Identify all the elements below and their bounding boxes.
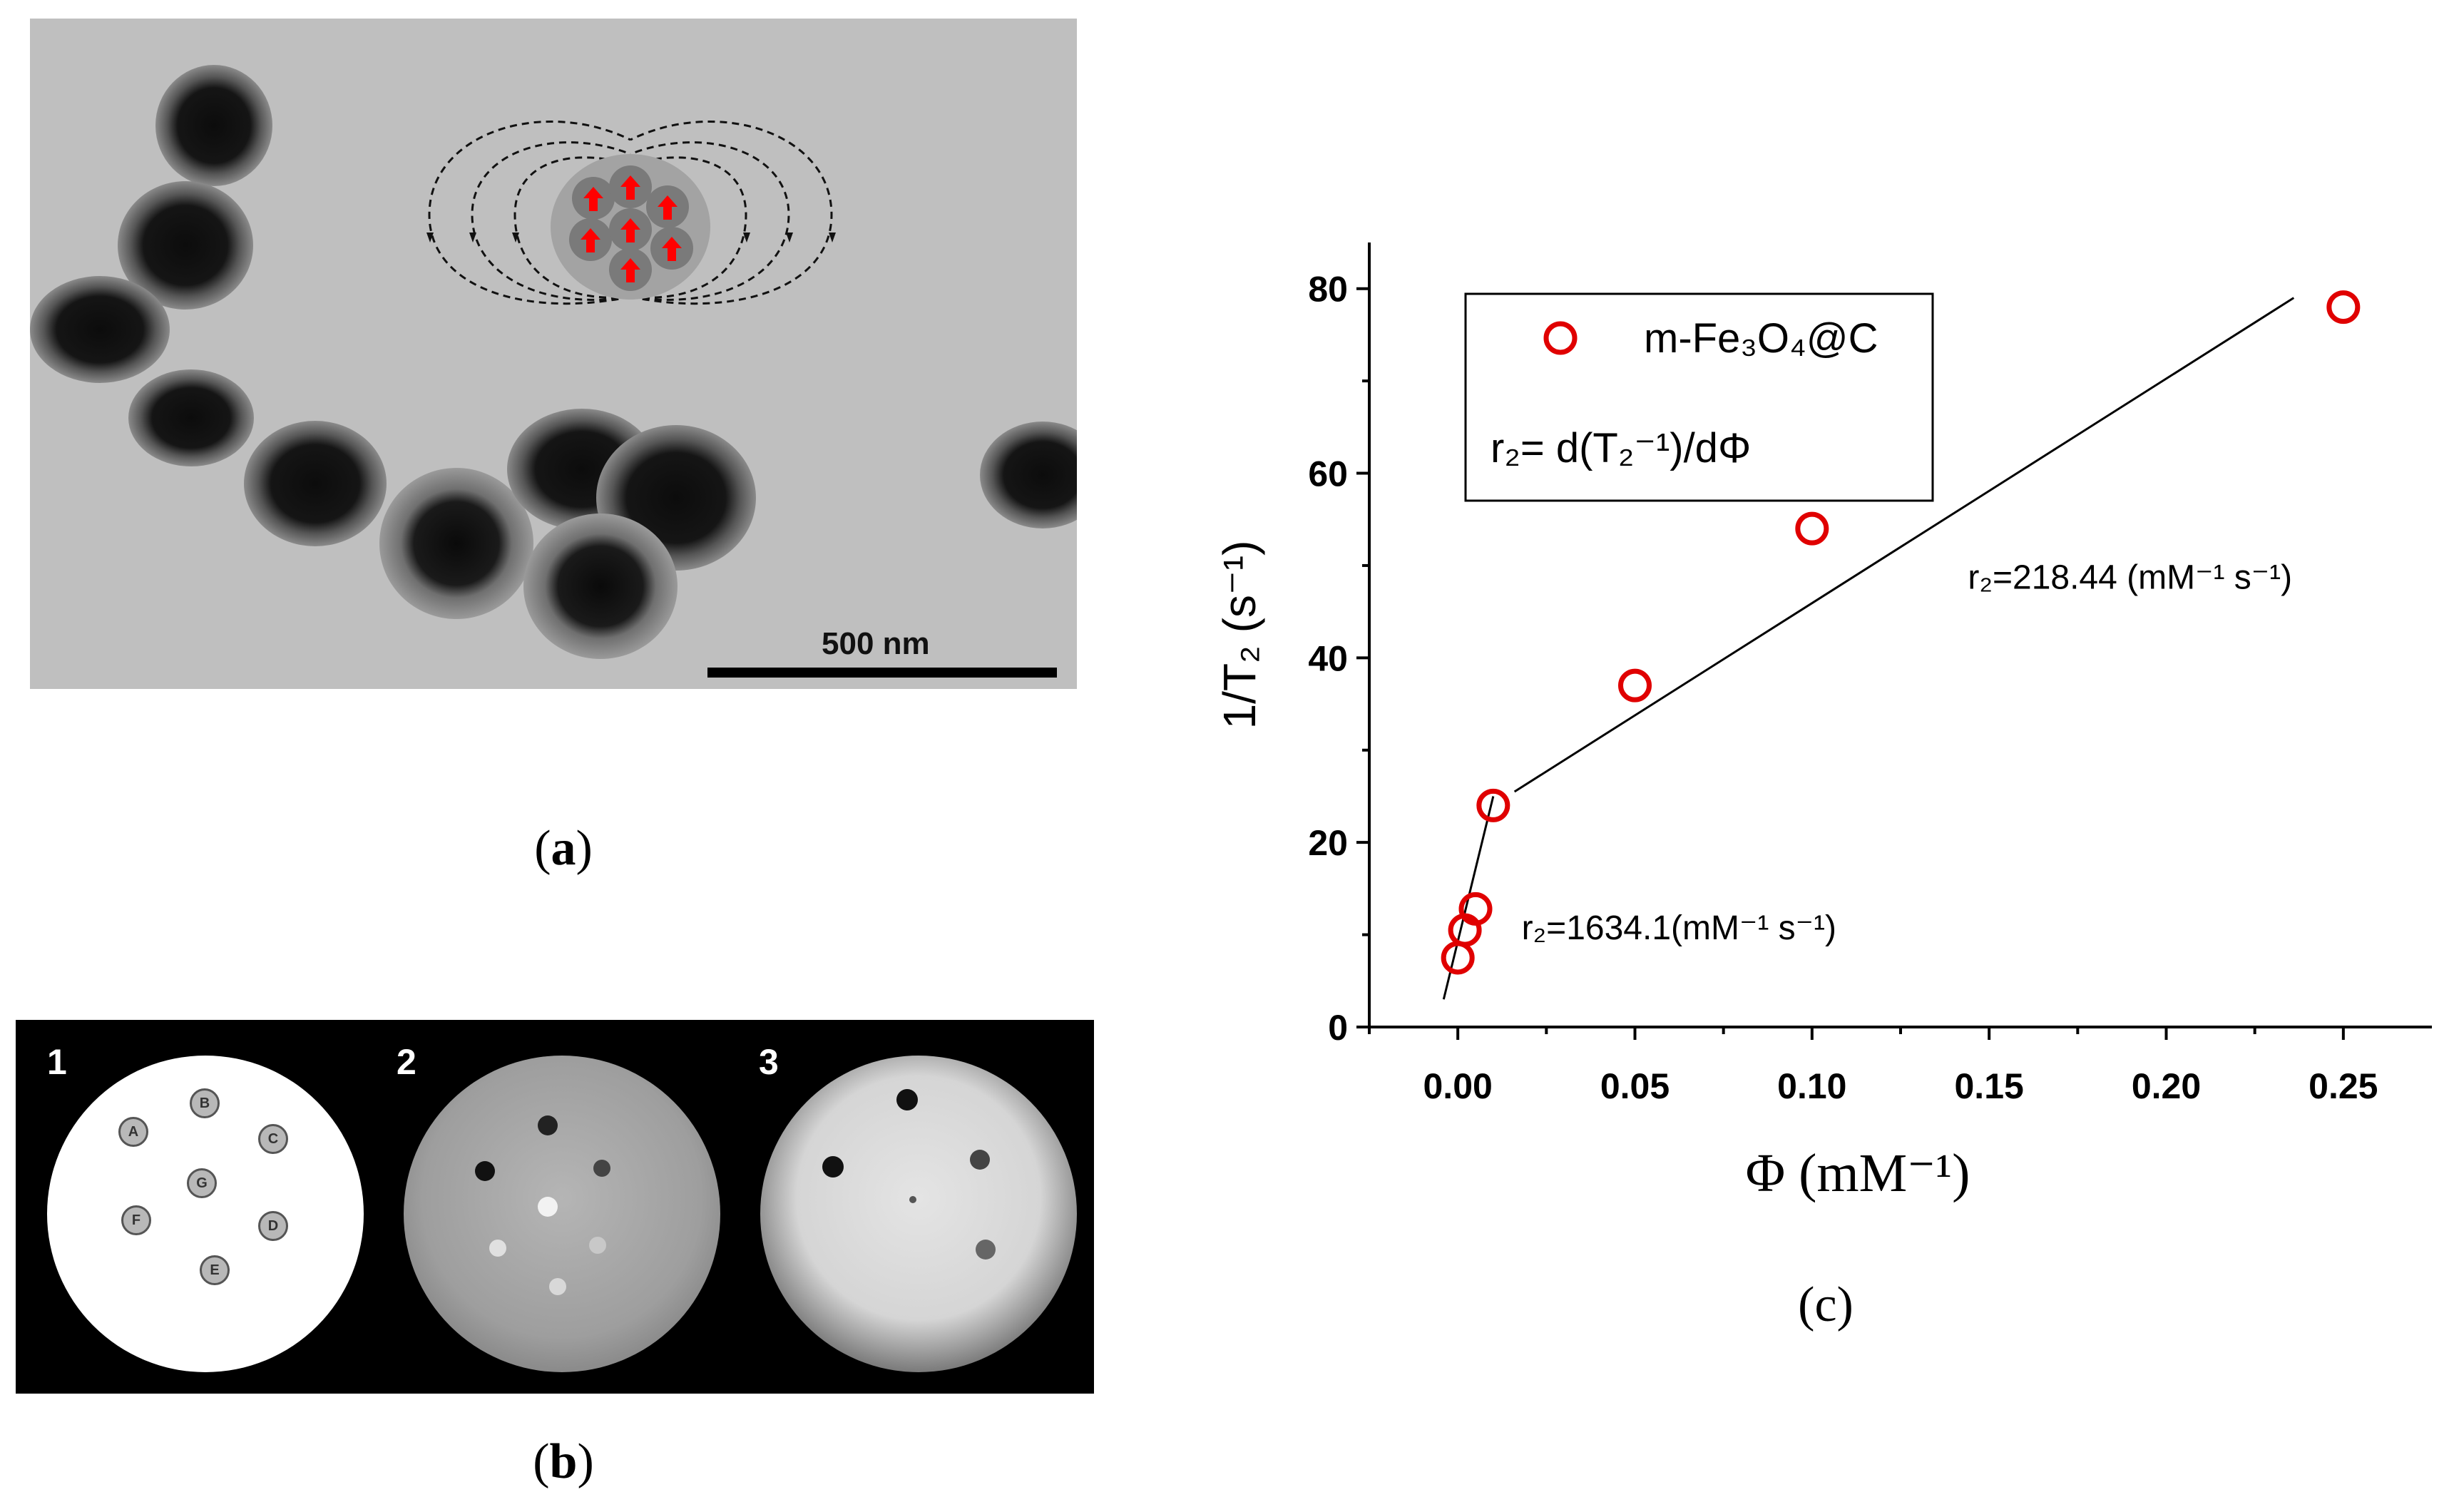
vial-d: D xyxy=(258,1211,288,1241)
x-tick-label: 0.05 xyxy=(1600,1066,1670,1106)
x-tick-label: 0.25 xyxy=(2309,1066,2378,1106)
caption-a: (a) xyxy=(534,821,593,876)
data-point xyxy=(1441,941,1475,975)
fit-annotation: r₂=218.44 (mM⁻¹ s⁻¹) xyxy=(1968,558,2292,596)
legend-series-name: m-Fe₃O₄@C xyxy=(1644,315,1878,362)
legend-box xyxy=(1464,292,1934,502)
x-tick-label: 0.20 xyxy=(2132,1066,2201,1106)
y-tick-label: 40 xyxy=(1308,638,1348,678)
x-axis-title: Φ (mM⁻¹) xyxy=(1746,1143,1970,1203)
vial-b: B xyxy=(190,1088,220,1118)
phantom-label-3: 3 xyxy=(759,1042,779,1082)
data-point xyxy=(2326,290,2361,325)
vial-g: G xyxy=(187,1168,217,1198)
chart-svg: 0.00 0.05 0.10 0.15 0.20 0.25 0 20 40 60 80 m-Fe₃… xyxy=(1214,242,2432,1203)
vial-c: C xyxy=(258,1124,288,1154)
y-tick-label: 20 xyxy=(1308,823,1348,863)
phantom-3-vials xyxy=(822,1089,996,1260)
legend: m-Fe₃O₄@C r₂= d(T₂⁻¹)/dΦ xyxy=(1464,292,1934,502)
axis-labels: Φ (mM⁻¹) 1/T₂ (s⁻¹) xyxy=(1214,541,1970,1203)
y-axis-ticks: 0 20 40 60 80 xyxy=(1308,270,1369,1048)
field-arrowheads xyxy=(426,233,836,242)
annotations: r₂=218.44 (mM⁻¹ s⁻¹) r₂=1634.1(mM⁻¹ s⁻¹) xyxy=(1522,558,2293,947)
data-points xyxy=(1441,290,2361,975)
fit-annotation: r₂=1634.1(mM⁻¹ s⁻¹) xyxy=(1522,909,1836,947)
spin-arrows xyxy=(581,175,682,282)
mri-phantom-panel: A B C D E F G 1 2 3 xyxy=(16,1020,1094,1394)
mri-images xyxy=(47,1056,1077,1372)
fit-line xyxy=(1513,297,2295,793)
tem-image xyxy=(30,19,1105,689)
x-tick-label: 0.15 xyxy=(1955,1066,2024,1106)
x-axis-ticks: 0.00 0.05 0.10 0.15 0.20 0.25 xyxy=(1368,1027,2378,1106)
tem-micrograph: 500 nm xyxy=(30,19,1105,689)
caption-c: (c) xyxy=(1798,1277,1854,1332)
y-tick-label: 0 xyxy=(1328,1008,1348,1048)
x-tick-label: 0.00 xyxy=(1423,1066,1493,1106)
x-tick-label: 0.10 xyxy=(1777,1066,1846,1106)
data-point xyxy=(1476,788,1510,822)
phantom-3 xyxy=(760,1056,1077,1372)
relaxivity-chart: 0.00 0.05 0.10 0.15 0.20 0.25 0 20 40 60 80 m-Fe₃… xyxy=(1170,235,2446,1262)
phantom-label-1: 1 xyxy=(47,1042,67,1082)
scale-bar xyxy=(707,668,1057,678)
legend-formula: r₂= d(T₂⁻¹)/dΦ xyxy=(1491,425,1751,471)
phantom-label-2: 2 xyxy=(397,1042,416,1082)
y-axis-title: 1/T₂ (s⁻¹) xyxy=(1214,541,1265,730)
caption-b: (b) xyxy=(533,1434,594,1489)
data-point xyxy=(1618,668,1652,703)
legend-marker xyxy=(1543,321,1578,355)
phantom-2-vials xyxy=(475,1115,610,1295)
vial-a: A xyxy=(118,1117,148,1147)
magnetic-field-schematic xyxy=(428,120,833,305)
y-tick-label: 80 xyxy=(1308,270,1348,310)
scale-bar-label: 500 nm xyxy=(822,626,930,661)
data-point xyxy=(1458,892,1493,926)
phantom-2 xyxy=(404,1056,720,1372)
vial-e: E xyxy=(200,1255,230,1285)
y-tick-label: 60 xyxy=(1308,454,1348,494)
nanoparticles xyxy=(30,65,1105,659)
cluster-schematic xyxy=(551,154,710,300)
data-point xyxy=(1795,511,1829,546)
vial-f: F xyxy=(121,1205,151,1235)
